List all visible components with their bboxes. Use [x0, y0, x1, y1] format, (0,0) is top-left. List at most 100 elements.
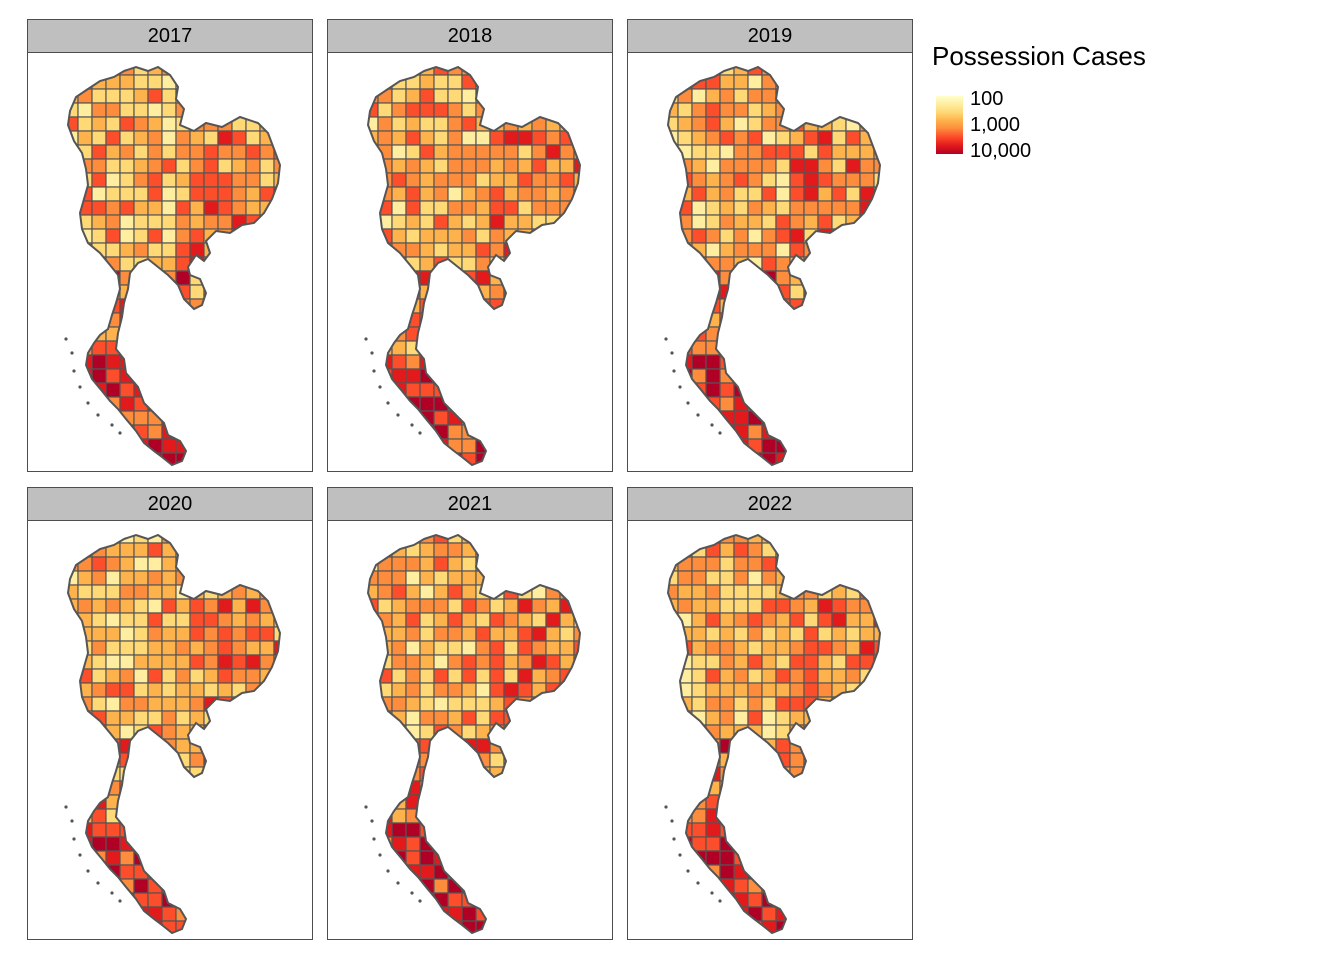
province-region — [668, 144, 679, 160]
province-region — [161, 794, 177, 810]
province-region — [559, 368, 575, 384]
province-region — [259, 368, 275, 384]
province-region — [531, 864, 547, 880]
province-region — [531, 130, 547, 146]
province-region — [888, 795, 902, 809]
province-region — [691, 738, 707, 754]
province-region — [273, 368, 280, 384]
province-region — [68, 228, 79, 244]
province-region — [391, 144, 407, 160]
province-region — [503, 710, 519, 726]
province-region — [161, 326, 177, 342]
province-region — [217, 850, 233, 866]
province-region — [545, 172, 561, 188]
province-region — [761, 535, 777, 544]
province-region — [691, 200, 707, 216]
province-region — [288, 697, 302, 711]
province-region — [775, 410, 791, 426]
province-region — [559, 535, 575, 544]
province-region — [119, 570, 135, 586]
province-region — [68, 438, 79, 454]
province-region — [217, 200, 233, 216]
province-region — [147, 102, 163, 118]
province-region — [119, 116, 135, 132]
province-region — [161, 822, 177, 838]
province-region — [789, 396, 805, 412]
province-region — [573, 920, 580, 933]
province-region — [517, 864, 533, 880]
province-region — [133, 312, 149, 328]
province-region — [873, 640, 880, 656]
province-region — [175, 186, 191, 202]
province-region — [245, 906, 261, 922]
island — [96, 413, 100, 417]
province-region — [789, 570, 805, 586]
province-region — [433, 116, 449, 132]
province-region — [573, 864, 580, 880]
province-region — [217, 878, 233, 894]
province-region — [733, 626, 749, 642]
province-region — [461, 556, 477, 572]
province-region — [817, 158, 833, 174]
province-region — [273, 542, 280, 558]
province-region — [217, 256, 233, 272]
province-region — [761, 116, 777, 132]
province-region — [545, 626, 561, 642]
province-region — [817, 186, 833, 202]
province-region — [588, 383, 602, 397]
province-region — [273, 836, 280, 852]
province-region — [817, 668, 833, 684]
province-region — [789, 668, 805, 684]
province-region — [133, 130, 149, 146]
province-region — [203, 354, 219, 370]
province-region — [803, 556, 819, 572]
province-region — [419, 214, 435, 230]
province-region — [288, 75, 302, 89]
province-region — [588, 313, 602, 327]
province-region — [789, 822, 805, 838]
province-region — [705, 640, 721, 656]
province-region — [559, 892, 575, 908]
province-region — [859, 640, 875, 656]
province-region — [419, 242, 435, 258]
province-region — [217, 368, 233, 384]
province-region — [573, 74, 580, 90]
province-region — [368, 74, 379, 90]
province-region — [573, 850, 580, 866]
province-region — [888, 641, 902, 655]
province-region — [573, 116, 580, 132]
province-region — [217, 102, 233, 118]
province-region — [859, 116, 875, 132]
province-region — [77, 270, 93, 286]
province-region — [517, 172, 533, 188]
province-region — [545, 668, 561, 684]
island — [664, 337, 668, 341]
province-region — [705, 598, 721, 614]
province-region — [588, 655, 602, 669]
province-region — [433, 172, 449, 188]
province-region — [888, 711, 902, 725]
province-region — [559, 906, 575, 922]
province-region — [517, 116, 533, 132]
province-region — [447, 542, 463, 558]
province-region — [588, 837, 602, 851]
province-region — [217, 452, 233, 465]
province-fills — [668, 535, 902, 933]
province-region — [218, 467, 232, 471]
province-region — [119, 808, 135, 824]
province-region — [245, 298, 261, 314]
province-region — [147, 836, 163, 852]
province-region — [273, 906, 280, 922]
province-region — [288, 907, 302, 921]
province-region — [368, 864, 379, 880]
province-region — [377, 780, 393, 796]
province-region — [873, 74, 880, 90]
province-region — [775, 808, 791, 824]
province-region — [377, 354, 393, 370]
province-region — [545, 710, 561, 726]
province-region — [573, 410, 580, 426]
province-region — [559, 298, 575, 314]
province-region — [573, 794, 580, 810]
province-region — [259, 424, 275, 440]
province-region — [91, 186, 107, 202]
